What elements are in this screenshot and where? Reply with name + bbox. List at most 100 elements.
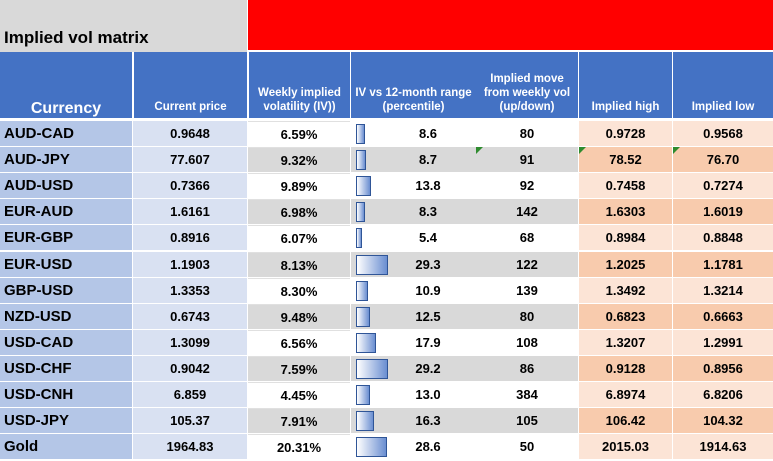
currency-cell[interactable]: EUR-GBP bbox=[0, 225, 132, 252]
current-price-cell[interactable]: 0.8916 bbox=[133, 225, 247, 252]
implied-move-cell[interactable]: 384 bbox=[476, 382, 578, 408]
implied-move-cell[interactable]: 50 bbox=[476, 434, 578, 461]
implied-move-cell[interactable]: 86 bbox=[476, 355, 578, 382]
implied-high-cell[interactable]: 1.3492 bbox=[579, 277, 672, 304]
implied-low-cell[interactable]: 0.7274 bbox=[673, 173, 773, 200]
implied-high-cell[interactable]: 0.8984 bbox=[579, 225, 672, 252]
implied-high-cell[interactable]: 0.9728 bbox=[579, 121, 672, 147]
weekly-iv-cell[interactable]: 9.89% bbox=[248, 173, 350, 200]
implied-high-cell[interactable]: 1.6303 bbox=[579, 199, 672, 226]
iv-percentile-cell[interactable]: 5.4 bbox=[351, 225, 476, 252]
iv-percentile-cell[interactable]: 8.3 bbox=[351, 199, 476, 226]
current-price-cell[interactable]: 0.9648 bbox=[133, 121, 247, 147]
implied-low-cell[interactable]: 1.1781 bbox=[673, 251, 773, 278]
weekly-iv-cell[interactable]: 8.13% bbox=[248, 251, 350, 278]
implied-low-cell[interactable]: 1.6019 bbox=[673, 199, 773, 226]
implied-move-cell[interactable]: 91 bbox=[476, 147, 578, 174]
current-price-cell[interactable]: 1.6161 bbox=[133, 199, 247, 226]
currency-cell[interactable]: USD-JPY bbox=[0, 408, 132, 435]
iv-percentile-cell[interactable]: 28.6 bbox=[351, 434, 476, 461]
implied-high-cell[interactable]: 106.42 bbox=[579, 408, 672, 435]
implied-low-cell[interactable]: 0.6663 bbox=[673, 303, 773, 330]
implied-high-cell[interactable]: 0.6823 bbox=[579, 303, 672, 330]
current-price-cell[interactable]: 1964.83 bbox=[133, 434, 247, 461]
header-implied-high[interactable]: Implied high bbox=[579, 52, 672, 118]
implied-high-cell[interactable]: 2015.03 bbox=[579, 434, 672, 461]
implied-move-cell[interactable]: 139 bbox=[476, 277, 578, 304]
currency-cell[interactable]: AUD-JPY bbox=[0, 147, 132, 174]
implied-low-cell[interactable]: 1.3214 bbox=[673, 277, 773, 304]
currency-cell[interactable]: EUR-USD bbox=[0, 251, 132, 278]
weekly-iv-cell[interactable]: 7.91% bbox=[248, 408, 350, 435]
currency-cell[interactable]: EUR-AUD bbox=[0, 199, 132, 226]
title-cell[interactable]: Implied vol matrix bbox=[0, 0, 248, 52]
currency-cell[interactable]: USD-CNH bbox=[0, 382, 132, 408]
weekly-iv-cell[interactable]: 9.32% bbox=[248, 147, 350, 174]
current-price-cell[interactable]: 6.859 bbox=[133, 382, 247, 408]
currency-cell[interactable]: USD-CHF bbox=[0, 355, 132, 382]
implied-low-cell[interactable]: 76.70 bbox=[673, 147, 773, 174]
implied-low-cell[interactable]: 0.8848 bbox=[673, 225, 773, 252]
weekly-iv-cell[interactable]: 20.31% bbox=[248, 434, 350, 461]
implied-move-cell[interactable]: 80 bbox=[476, 121, 578, 147]
implied-high-cell[interactable]: 1.3207 bbox=[579, 329, 672, 356]
header-currency[interactable]: Currency bbox=[0, 52, 132, 118]
header-weekly-iv[interactable]: Weekly implied volatility (IV)) bbox=[249, 52, 350, 118]
iv-percentile-cell[interactable]: 16.3 bbox=[351, 408, 476, 435]
current-price-cell[interactable]: 0.9042 bbox=[133, 355, 247, 382]
implied-high-cell[interactable]: 0.9128 bbox=[579, 355, 672, 382]
weekly-iv-cell[interactable]: 7.59% bbox=[248, 355, 350, 382]
implied-move-cell[interactable]: 122 bbox=[476, 251, 578, 278]
header-current-price[interactable]: Current price bbox=[134, 52, 247, 118]
current-price-cell[interactable]: 1.1903 bbox=[133, 251, 247, 278]
implied-high-cell[interactable]: 1.2025 bbox=[579, 251, 672, 278]
currency-cell[interactable]: GBP-USD bbox=[0, 277, 132, 304]
weekly-iv-cell[interactable]: 9.48% bbox=[248, 303, 350, 330]
current-price-cell[interactable]: 0.6743 bbox=[133, 303, 247, 330]
implied-low-cell[interactable]: 0.8956 bbox=[673, 355, 773, 382]
header-implied-move[interactable]: Implied move from weekly vol (up/down) bbox=[476, 52, 578, 118]
implied-high-cell[interactable]: 0.7458 bbox=[579, 173, 672, 200]
iv-percentile-cell[interactable]: 8.6 bbox=[351, 121, 476, 147]
header-iv-range[interactable]: IV vs 12-month range (percentile) bbox=[351, 52, 476, 118]
current-price-cell[interactable]: 1.3353 bbox=[133, 277, 247, 304]
implied-high-cell[interactable]: 78.52 bbox=[579, 147, 672, 174]
header-implied-low[interactable]: Implied low bbox=[673, 52, 773, 118]
weekly-iv-cell[interactable]: 8.30% bbox=[248, 277, 350, 304]
implied-move-cell[interactable]: 105 bbox=[476, 408, 578, 435]
current-price-cell[interactable]: 77.607 bbox=[133, 147, 247, 174]
implied-low-cell[interactable]: 1914.63 bbox=[673, 434, 773, 461]
implied-move-cell[interactable]: 142 bbox=[476, 199, 578, 226]
implied-move-cell[interactable]: 68 bbox=[476, 225, 578, 252]
currency-cell[interactable]: Gold bbox=[0, 434, 132, 461]
current-price-cell[interactable]: 0.7366 bbox=[133, 173, 247, 200]
weekly-iv-cell[interactable]: 6.59% bbox=[248, 121, 350, 147]
implied-move-cell[interactable]: 80 bbox=[476, 303, 578, 330]
iv-percentile-cell[interactable]: 13.8 bbox=[351, 173, 476, 200]
current-price-cell[interactable]: 1.3099 bbox=[133, 329, 247, 356]
iv-percentile-value: 8.6 bbox=[418, 126, 438, 141]
implied-move-cell[interactable]: 108 bbox=[476, 329, 578, 356]
implied-low-cell[interactable]: 104.32 bbox=[673, 408, 773, 435]
iv-percentile-cell[interactable]: 10.9 bbox=[351, 277, 476, 304]
weekly-iv-cell[interactable]: 4.45% bbox=[248, 382, 350, 408]
current-price-cell[interactable]: 105.37 bbox=[133, 408, 247, 435]
weekly-iv-cell[interactable]: 6.98% bbox=[248, 199, 350, 226]
implied-low-cell[interactable]: 6.8206 bbox=[673, 382, 773, 408]
iv-percentile-cell[interactable]: 29.2 bbox=[351, 355, 476, 382]
currency-cell[interactable]: AUD-USD bbox=[0, 173, 132, 200]
weekly-iv-cell[interactable]: 6.07% bbox=[248, 225, 350, 252]
implied-low-cell[interactable]: 1.2991 bbox=[673, 329, 773, 356]
implied-move-cell[interactable]: 92 bbox=[476, 173, 578, 200]
weekly-iv-cell[interactable]: 6.56% bbox=[248, 329, 350, 356]
currency-cell[interactable]: NZD-USD bbox=[0, 303, 132, 330]
iv-percentile-cell[interactable]: 8.7 bbox=[351, 147, 476, 174]
iv-percentile-cell[interactable]: 17.9 bbox=[351, 329, 476, 356]
implied-high-cell[interactable]: 6.8974 bbox=[579, 382, 672, 408]
iv-percentile-cell[interactable]: 13.0 bbox=[351, 382, 476, 408]
implied-low-cell[interactable]: 0.9568 bbox=[673, 121, 773, 147]
currency-cell[interactable]: AUD-CAD bbox=[0, 121, 132, 147]
iv-percentile-cell[interactable]: 12.5 bbox=[351, 303, 476, 330]
currency-cell[interactable]: USD-CAD bbox=[0, 329, 132, 356]
iv-percentile-cell[interactable]: 29.3 bbox=[351, 251, 476, 278]
